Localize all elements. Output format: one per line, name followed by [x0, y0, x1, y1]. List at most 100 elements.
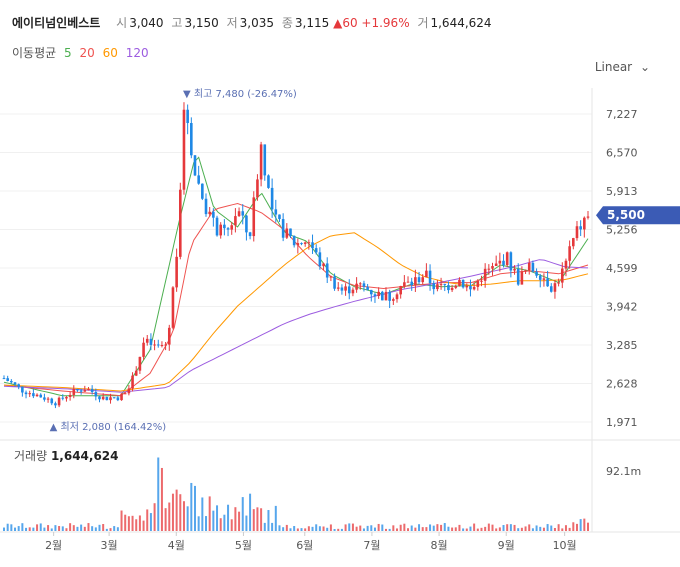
candle-body [267, 175, 270, 188]
volume-bar [36, 524, 39, 531]
candle-body [35, 394, 39, 397]
volume-bar [517, 528, 520, 531]
volume-panel-value: 1,644,624 [51, 449, 119, 463]
x-tick-label: 8월 [431, 539, 448, 552]
volume-bar [454, 527, 457, 531]
volume-bar [157, 457, 160, 531]
volume-bar [267, 510, 270, 531]
candle-body [447, 285, 450, 291]
ma-20[interactable]: 20 [79, 46, 95, 60]
volume-bar [579, 519, 582, 531]
candle-body [90, 388, 94, 393]
volume-bar [293, 526, 296, 531]
volume-bar [256, 507, 259, 531]
volume-bar [583, 518, 586, 531]
ma-line-120 [3, 259, 589, 393]
candle-body [79, 390, 83, 392]
volume-bar [307, 526, 310, 531]
candle-body [105, 396, 109, 401]
volume-bar [43, 527, 46, 531]
candle-body [182, 109, 186, 190]
candle-body [296, 243, 300, 246]
volume-bar [337, 528, 340, 531]
volume-bar [528, 524, 531, 531]
candle-body [395, 294, 399, 300]
candle-body [153, 344, 156, 346]
y-tick-label: 4,599 [606, 262, 638, 275]
candle-body [538, 275, 542, 280]
candle-body [568, 246, 571, 261]
chevron-down-icon: ⌄ [639, 60, 650, 74]
candle-body [381, 291, 384, 301]
volume-bar [487, 523, 490, 531]
volume-bar [289, 528, 292, 531]
current-price-label: 5,500 [607, 208, 645, 222]
candle-body [193, 155, 197, 176]
candle-body [61, 397, 65, 399]
volume-bar [388, 528, 391, 531]
candle-body [65, 396, 68, 399]
candle-body [28, 393, 32, 395]
candle-body [546, 278, 549, 287]
candle-body [270, 187, 274, 210]
volume-bar [351, 523, 354, 531]
volume-value: 1,644,624 [430, 16, 492, 30]
candle-body [369, 289, 373, 295]
candle-body [347, 286, 351, 294]
candle-body [281, 219, 285, 238]
candle-body [443, 284, 447, 286]
candle-body [160, 344, 164, 346]
candle-body [109, 397, 112, 401]
volume-bar [381, 524, 384, 531]
change-value: ▲60 [333, 16, 358, 30]
candle-body [190, 123, 193, 156]
candle-body [50, 398, 54, 404]
volume-bar [348, 523, 351, 531]
candle-body [175, 256, 178, 288]
volume-bar [587, 522, 589, 531]
volume-bar [245, 515, 248, 531]
open-label: 시 [116, 16, 128, 30]
scale-dropdown[interactable]: Linear ⌄ [595, 60, 650, 74]
volume-bar [252, 509, 255, 531]
volume-bar [561, 528, 564, 531]
y-tick-label: 3,942 [606, 301, 638, 314]
volume-bar [550, 525, 553, 531]
volume-bar [359, 525, 362, 531]
volume-bar [109, 528, 112, 531]
candle-body [436, 284, 439, 290]
volume-bar [502, 525, 505, 531]
volume-bar [458, 524, 461, 531]
candle-body [549, 286, 553, 292]
candle-body [524, 270, 527, 272]
candle-body [201, 183, 204, 199]
candle-body [465, 285, 469, 288]
volume-bar [113, 526, 116, 531]
candle-body [322, 263, 325, 267]
candle-body [226, 228, 230, 230]
candle-body [2, 378, 6, 380]
candle-body [505, 252, 509, 266]
candle-body [179, 189, 182, 257]
candle-body [509, 252, 513, 271]
change-percent: +1.96% [361, 16, 410, 30]
candle-body [278, 214, 281, 220]
ma-5[interactable]: 5 [64, 46, 72, 60]
ma-120[interactable]: 120 [125, 46, 149, 60]
volume-bar [72, 525, 75, 531]
high-label: 고 [171, 16, 183, 30]
candle-body [388, 291, 391, 301]
candle-body [428, 270, 432, 284]
candle-body [454, 285, 458, 288]
candle-body [362, 283, 366, 287]
volume-bar [384, 528, 387, 531]
candle-body [248, 232, 252, 237]
ma-label: 이동평균 [12, 46, 57, 60]
volume-bar [25, 527, 28, 531]
high-value: 3,150 [184, 16, 219, 30]
ma-60[interactable]: 60 [102, 46, 118, 60]
volume-bar [54, 525, 57, 531]
candle-body [329, 276, 333, 278]
candle-body [120, 393, 123, 401]
